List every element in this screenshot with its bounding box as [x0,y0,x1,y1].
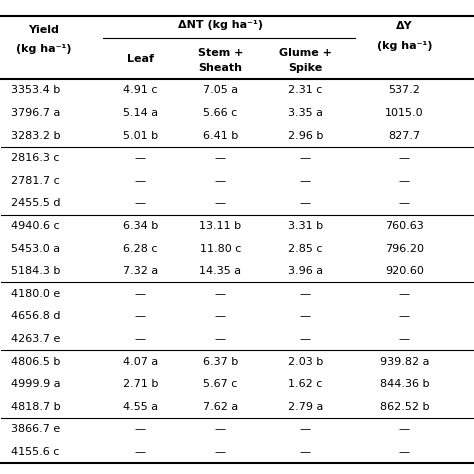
Text: 13.11 b: 13.11 b [200,221,242,231]
Text: 844.36 b: 844.36 b [380,379,429,389]
Text: 6.34 b: 6.34 b [123,221,158,231]
Text: ΔY: ΔY [396,21,412,31]
Text: —: — [215,311,226,321]
Text: 5184.3 b: 5184.3 b [11,266,60,276]
Text: —: — [300,334,311,344]
Text: 4.07 a: 4.07 a [123,356,158,366]
Text: 3.31 b: 3.31 b [288,221,323,231]
Text: Leaf: Leaf [127,54,154,64]
Text: 862.52 b: 862.52 b [380,401,429,412]
Text: 939.82 a: 939.82 a [380,356,429,366]
Text: 920.60: 920.60 [385,266,424,276]
Text: —: — [215,447,226,457]
Text: —: — [215,176,226,186]
Text: 3866.7 e: 3866.7 e [11,424,60,434]
Text: 3.35 a: 3.35 a [288,108,323,118]
Text: Glume +: Glume + [279,47,332,57]
Text: —: — [300,424,311,434]
Text: —: — [399,289,410,299]
Text: 4180.0 e: 4180.0 e [11,289,60,299]
Text: 4999.9 a: 4999.9 a [11,379,61,389]
Text: 2781.7 c: 2781.7 c [11,176,60,186]
Text: ΔNT (kg ha⁻¹): ΔNT (kg ha⁻¹) [178,20,263,30]
Text: 2.85 c: 2.85 c [288,244,323,254]
Text: —: — [215,199,226,209]
Text: (kg ha⁻¹): (kg ha⁻¹) [16,45,72,55]
Text: 2.03 b: 2.03 b [288,356,323,366]
Text: —: — [300,447,311,457]
Text: Yield: Yield [28,25,59,35]
Text: —: — [215,334,226,344]
Text: —: — [135,334,146,344]
Text: 11.80 c: 11.80 c [200,244,241,254]
Text: 4940.6 c: 4940.6 c [11,221,59,231]
Text: 4263.7 e: 4263.7 e [11,334,60,344]
Text: 1015.0: 1015.0 [385,108,424,118]
Text: —: — [135,289,146,299]
Text: —: — [215,424,226,434]
Text: —: — [135,311,146,321]
Text: —: — [215,153,226,163]
Text: Sheath: Sheath [199,63,243,73]
Text: 537.2: 537.2 [388,85,420,95]
Text: —: — [135,153,146,163]
Text: 760.63: 760.63 [385,221,424,231]
Text: 6.41 b: 6.41 b [203,131,238,141]
Text: —: — [135,424,146,434]
Text: 2455.5 d: 2455.5 d [11,199,60,209]
Text: 827.7: 827.7 [388,131,420,141]
Text: 3283.2 b: 3283.2 b [11,131,60,141]
Text: Spike: Spike [288,63,322,73]
Text: 6.28 c: 6.28 c [123,244,158,254]
Text: —: — [300,153,311,163]
Text: 7.05 a: 7.05 a [203,85,238,95]
Text: 2.79 a: 2.79 a [288,401,323,412]
Text: 5453.0 a: 5453.0 a [11,244,60,254]
Text: 4656.8 d: 4656.8 d [11,311,60,321]
Text: 3796.7 a: 3796.7 a [11,108,60,118]
Text: —: — [399,334,410,344]
Text: 5.01 b: 5.01 b [123,131,158,141]
Text: —: — [135,447,146,457]
Text: —: — [399,424,410,434]
Text: —: — [399,199,410,209]
Text: 2.96 b: 2.96 b [288,131,323,141]
Text: Stem +: Stem + [198,47,243,57]
Text: 6.37 b: 6.37 b [203,356,238,366]
Text: 5.14 a: 5.14 a [123,108,158,118]
Text: 3.96 a: 3.96 a [288,266,323,276]
Text: —: — [300,289,311,299]
Text: —: — [399,447,410,457]
Text: 4.55 a: 4.55 a [123,401,158,412]
Text: —: — [399,311,410,321]
Text: 1.62 c: 1.62 c [288,379,322,389]
Text: 5.66 c: 5.66 c [203,108,237,118]
Text: —: — [300,176,311,186]
Text: 4806.5 b: 4806.5 b [11,356,60,366]
Text: 7.32 a: 7.32 a [123,266,158,276]
Text: 3353.4 b: 3353.4 b [11,85,60,95]
Text: 7.62 a: 7.62 a [203,401,238,412]
Text: (kg ha⁻¹): (kg ha⁻¹) [376,41,432,51]
Text: —: — [399,153,410,163]
Text: —: — [135,199,146,209]
Text: 4155.6 c: 4155.6 c [11,447,59,457]
Text: —: — [300,311,311,321]
Text: 4818.7 b: 4818.7 b [11,401,61,412]
Text: —: — [300,199,311,209]
Text: 2.71 b: 2.71 b [123,379,158,389]
Text: 14.35 a: 14.35 a [200,266,242,276]
Text: 5.67 c: 5.67 c [203,379,237,389]
Text: 796.20: 796.20 [385,244,424,254]
Text: —: — [215,289,226,299]
Text: 4.91 c: 4.91 c [123,85,158,95]
Text: 2816.3 c: 2816.3 c [11,153,59,163]
Text: 2.31 c: 2.31 c [288,85,322,95]
Text: —: — [399,176,410,186]
Text: —: — [135,176,146,186]
